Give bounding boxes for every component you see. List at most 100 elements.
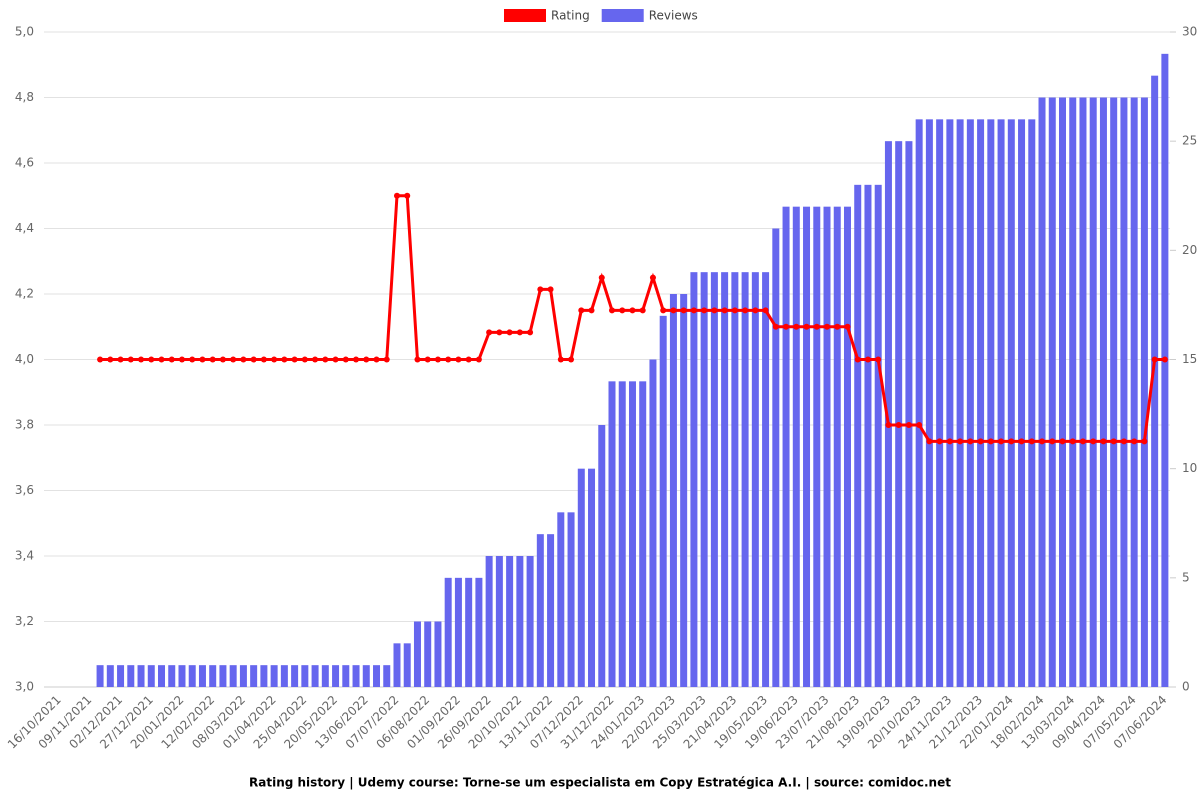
point (660, 307, 667, 314)
point (568, 356, 575, 363)
point (1028, 438, 1035, 445)
bar (557, 512, 565, 687)
point (1141, 438, 1148, 445)
point (639, 307, 646, 314)
bar (96, 665, 104, 687)
point (230, 356, 237, 363)
bar (475, 577, 483, 687)
bar (813, 206, 821, 687)
point (680, 307, 687, 314)
point (301, 356, 308, 363)
bar (884, 141, 892, 687)
point (619, 307, 626, 314)
point (209, 356, 216, 363)
y-tick-label: 3,0 (15, 680, 34, 694)
point (1069, 438, 1076, 445)
bar (946, 119, 954, 688)
point (721, 307, 728, 314)
bar (721, 272, 729, 687)
bar (1140, 97, 1148, 687)
point (803, 323, 810, 330)
bar (495, 556, 503, 687)
bar (936, 119, 944, 688)
point (854, 356, 861, 363)
bar (321, 665, 329, 687)
bar (147, 665, 155, 687)
bar (700, 272, 708, 687)
bar (577, 468, 585, 687)
point (557, 356, 564, 363)
bar (311, 665, 319, 687)
bar (178, 665, 186, 687)
point (97, 356, 104, 363)
point (393, 192, 400, 199)
bar (454, 577, 462, 687)
bar (895, 141, 903, 687)
point (875, 356, 882, 363)
point (772, 323, 779, 330)
bar (1099, 97, 1107, 687)
point (475, 356, 482, 363)
bar (332, 665, 340, 687)
bar (915, 119, 923, 688)
bar (424, 621, 432, 687)
point (342, 356, 349, 363)
bar (1018, 119, 1026, 688)
bar (413, 621, 421, 687)
point (486, 329, 493, 336)
bar (833, 206, 841, 687)
bar (628, 381, 636, 687)
point (1110, 438, 1117, 445)
bar (659, 315, 667, 687)
point (455, 356, 462, 363)
y2-tick-label: 0 (1182, 680, 1190, 694)
bar (485, 556, 493, 687)
bar (260, 665, 268, 687)
bar (792, 206, 800, 687)
legend-label: Reviews (649, 9, 698, 23)
bar (373, 665, 381, 687)
point (291, 356, 298, 363)
y-tick-label: 3,4 (15, 549, 34, 563)
bar (117, 665, 125, 687)
bar (649, 359, 657, 687)
point (1008, 438, 1015, 445)
point (824, 323, 831, 330)
bar (547, 534, 555, 687)
point (404, 192, 411, 199)
bar (383, 665, 391, 687)
bar (465, 577, 473, 687)
point (178, 356, 185, 363)
point (844, 323, 851, 330)
point (424, 356, 431, 363)
bar (362, 665, 370, 687)
bar (680, 294, 688, 687)
bar (803, 206, 811, 687)
point (1120, 438, 1127, 445)
point (916, 422, 923, 428)
point (465, 356, 472, 363)
point (1079, 438, 1086, 445)
bar (772, 228, 780, 687)
bar (639, 381, 647, 687)
point (813, 323, 820, 330)
bar (762, 272, 770, 687)
point (414, 356, 421, 363)
point (885, 422, 892, 428)
bar (434, 621, 442, 687)
bar (198, 665, 206, 687)
bar (618, 381, 626, 687)
bar (393, 643, 401, 687)
bar (106, 665, 114, 687)
bar (956, 119, 964, 688)
point (609, 307, 615, 314)
y2-tick-label: 30 (1182, 25, 1197, 39)
bar (854, 184, 862, 688)
point (516, 329, 523, 336)
bar (352, 665, 360, 687)
point (783, 323, 790, 330)
bar (823, 206, 831, 687)
point (864, 356, 871, 363)
bar (874, 184, 882, 688)
bar (342, 665, 350, 687)
